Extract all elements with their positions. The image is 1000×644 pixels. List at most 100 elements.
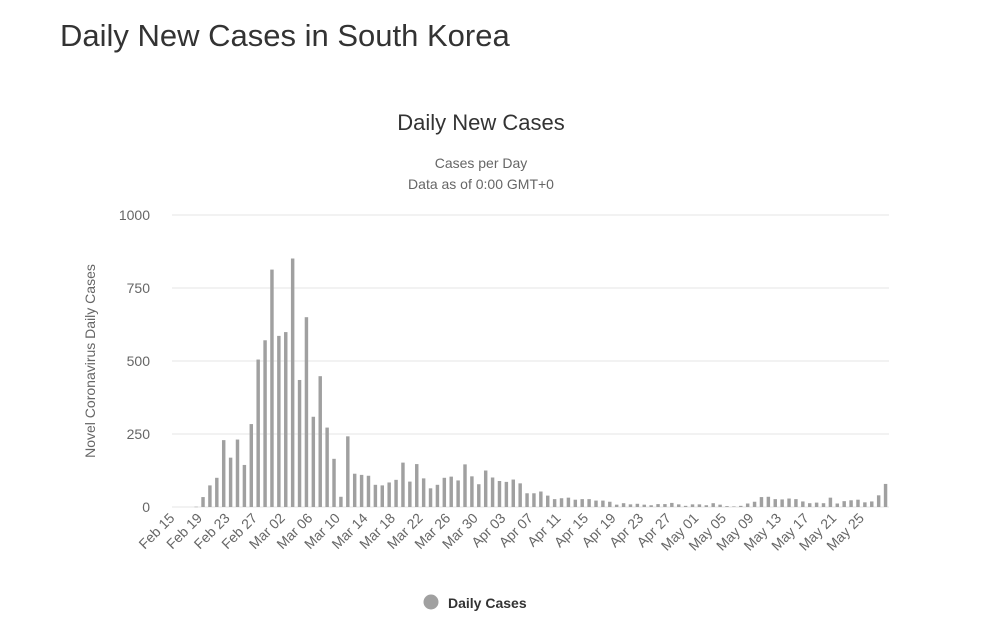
bar[interactable] (566, 497, 571, 507)
bar[interactable] (683, 505, 688, 507)
bar[interactable] (359, 474, 364, 507)
bar[interactable] (221, 440, 226, 507)
bar[interactable] (780, 499, 784, 507)
bar[interactable] (470, 476, 474, 507)
bar[interactable] (608, 501, 612, 507)
bar[interactable] (552, 499, 557, 507)
bar[interactable] (235, 439, 240, 507)
bar[interactable] (284, 332, 288, 507)
bar[interactable] (766, 496, 771, 507)
bar[interactable] (794, 499, 798, 507)
bar[interactable] (311, 416, 316, 507)
bar[interactable] (194, 506, 198, 508)
bar[interactable] (876, 495, 881, 507)
legend[interactable]: Daily Cases (423, 594, 527, 612)
bar[interactable] (428, 488, 433, 507)
bar[interactable] (304, 317, 309, 507)
bar[interactable] (490, 477, 495, 507)
bar[interactable] (614, 504, 619, 507)
bar[interactable] (745, 503, 750, 508)
bar[interactable] (628, 504, 633, 507)
bar[interactable] (325, 427, 329, 507)
bar[interactable] (456, 480, 460, 507)
bar[interactable] (408, 481, 412, 507)
bar[interactable] (249, 424, 254, 507)
bar[interactable] (725, 506, 729, 507)
bar[interactable] (732, 506, 736, 507)
bar[interactable] (215, 477, 219, 507)
bar[interactable] (352, 473, 357, 507)
bar[interactable] (483, 470, 488, 508)
bar[interactable] (297, 379, 302, 507)
bar[interactable] (870, 501, 874, 507)
bar[interactable] (856, 499, 860, 507)
bar[interactable] (807, 503, 812, 507)
bar[interactable] (387, 482, 391, 507)
bar[interactable] (828, 497, 833, 507)
bar[interactable] (346, 436, 350, 507)
bar[interactable] (373, 484, 378, 507)
bar[interactable] (587, 499, 591, 507)
bar[interactable] (621, 503, 626, 507)
bar[interactable] (339, 496, 343, 507)
bar[interactable] (511, 479, 515, 507)
bar[interactable] (594, 500, 598, 507)
bar[interactable] (670, 502, 674, 507)
bar[interactable] (318, 376, 322, 507)
bar[interactable] (463, 464, 467, 507)
bar[interactable] (842, 501, 846, 507)
bar[interactable] (773, 499, 777, 507)
bar[interactable] (635, 503, 640, 507)
bar[interactable] (277, 335, 281, 507)
bar[interactable] (663, 504, 667, 507)
bar[interactable] (449, 476, 453, 507)
bar[interactable] (532, 493, 536, 507)
bar[interactable] (677, 504, 681, 507)
bar[interactable] (787, 498, 791, 507)
bar[interactable] (642, 504, 646, 507)
bar[interactable] (601, 500, 605, 507)
bar[interactable] (208, 485, 212, 507)
bar[interactable] (539, 491, 543, 507)
bar[interactable] (401, 462, 405, 507)
bar[interactable] (228, 457, 233, 507)
bar[interactable] (394, 479, 398, 507)
bar[interactable] (256, 359, 260, 507)
bar[interactable] (759, 497, 764, 507)
bar[interactable] (656, 504, 660, 507)
bar[interactable] (883, 483, 888, 507)
bar[interactable] (697, 504, 702, 507)
bar[interactable] (711, 503, 715, 507)
bar[interactable] (821, 503, 826, 507)
bar[interactable] (801, 501, 805, 507)
bar[interactable] (835, 503, 840, 508)
bar[interactable] (415, 464, 419, 507)
bar[interactable] (497, 481, 502, 507)
bar[interactable] (863, 502, 867, 507)
bar[interactable] (518, 483, 522, 507)
bar[interactable] (242, 464, 247, 507)
bar[interactable] (690, 504, 695, 507)
bar[interactable] (366, 475, 371, 507)
bar[interactable] (332, 458, 336, 507)
bar[interactable] (270, 269, 274, 507)
bar[interactable] (477, 484, 481, 507)
bar[interactable] (263, 340, 267, 507)
bar[interactable] (525, 493, 529, 507)
bar[interactable] (704, 505, 709, 507)
bar[interactable] (718, 504, 722, 507)
legend-label[interactable]: Daily Cases (448, 595, 527, 611)
bar[interactable] (814, 502, 819, 507)
bar[interactable] (559, 498, 564, 507)
bar[interactable] (739, 505, 743, 507)
bar[interactable] (290, 258, 295, 507)
bar[interactable] (504, 481, 509, 507)
bar[interactable] (421, 478, 426, 507)
bar[interactable] (546, 495, 550, 507)
bar[interactable] (573, 499, 578, 507)
bar[interactable] (752, 501, 757, 507)
bar[interactable] (849, 500, 853, 507)
bar[interactable] (435, 484, 440, 507)
bar[interactable] (580, 499, 584, 507)
bar[interactable] (649, 505, 653, 507)
